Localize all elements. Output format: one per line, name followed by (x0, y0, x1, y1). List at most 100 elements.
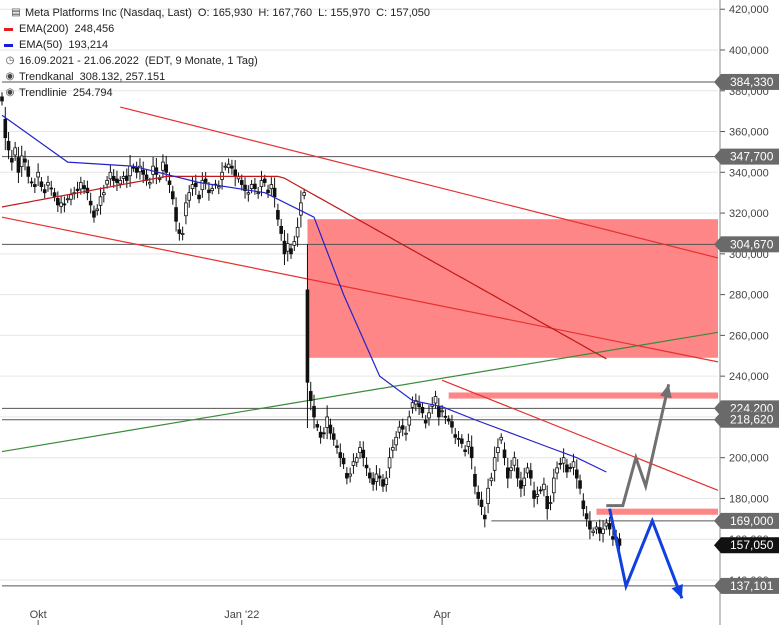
candle-body (417, 403, 421, 408)
ema200-swatch (4, 27, 13, 31)
candle-body (239, 180, 244, 185)
chart-legend: ▤ Meta Platforms Inc (Nasdaq, Last) O: 1… (4, 5, 430, 101)
candle-body (568, 467, 573, 469)
candle-body (10, 158, 14, 163)
candle-body (108, 171, 113, 180)
level-tag-pointer (714, 411, 721, 428)
legend-title-row: ▤ Meta Platforms Inc (Nasdaq, Last) O: 1… (4, 5, 430, 21)
ema200-label: EMA(200) (19, 23, 69, 35)
y-tick-label: 260,000 (729, 330, 769, 342)
moving-averages (1, 114, 607, 473)
ema200-value: 248,456 (74, 23, 115, 35)
candle-body (456, 437, 461, 440)
candle-body (289, 248, 293, 255)
candle-body (391, 447, 395, 451)
candle-body (65, 198, 70, 201)
candle-body (131, 166, 136, 169)
candle-body (42, 189, 47, 194)
candle-body (476, 491, 481, 499)
candle-body (216, 186, 221, 189)
candle-body (95, 208, 100, 212)
chart-type-icon: ▤ (11, 7, 21, 18)
candle-body (200, 180, 205, 191)
candle-body (535, 493, 540, 497)
candle-body (79, 182, 83, 190)
level-tag (721, 73, 779, 90)
candle-body (0, 96, 4, 102)
range-label: 16.09.2021 - 21.06.2022 (19, 55, 139, 67)
level-tag-label: 384,330 (730, 75, 774, 89)
candle-body (92, 210, 96, 218)
trendkanal-label: Trendkanal (19, 71, 74, 83)
trendlinie-value: 254.794 (72, 87, 113, 99)
candle-body (437, 406, 441, 418)
candlesticks (0, 92, 622, 552)
level-tag (721, 148, 779, 165)
candle-body (69, 194, 73, 200)
candle-body (338, 452, 343, 459)
x-tick-label: Apr (434, 609, 451, 621)
candle-body (272, 187, 277, 198)
horizontal-levels (2, 81, 720, 587)
legend-ema200: EMA(200) 248,456 (4, 21, 430, 37)
candle-body (56, 197, 60, 206)
candle-body (525, 467, 530, 474)
candle-body (328, 424, 333, 434)
resistance-zones (307, 219, 718, 515)
candle-body (381, 479, 385, 487)
level-tag-pointer (714, 512, 721, 529)
candle-body (558, 462, 563, 465)
level-tag-label: 137,101 (730, 579, 774, 593)
candle-body (318, 431, 323, 438)
bullish-scenario-arrow-path (606, 383, 671, 508)
trendkanal-value: 308.132, 257.151 (79, 71, 166, 83)
ema50-value: 193,214 (68, 39, 109, 51)
candle-body (190, 184, 195, 190)
candle-body (611, 536, 615, 540)
target-icon: ◉ (5, 71, 15, 82)
candle-body (177, 229, 182, 234)
candle-body (443, 415, 448, 418)
open-value: O: 165,930 (197, 7, 253, 19)
candle-body (414, 400, 418, 405)
level-tag-label: 304,670 (730, 237, 774, 251)
y-tick-label: 180,000 (729, 493, 769, 505)
candle-body (591, 530, 595, 533)
candle-body (98, 196, 103, 206)
candle-body (483, 514, 487, 520)
candle-body (597, 527, 602, 534)
candle-body (450, 421, 454, 428)
range-detail: (EDT, 9 Monate, 1 Tag) (144, 55, 258, 67)
candle-body (427, 412, 431, 419)
candle-body (466, 440, 471, 447)
level-tag-pointer (714, 148, 721, 165)
level-tag (721, 512, 779, 529)
candle-body (170, 191, 175, 200)
candle-body (223, 165, 228, 168)
candle-body (233, 169, 237, 177)
clock-icon: ◷ (5, 55, 15, 66)
candle-body (207, 189, 211, 194)
legend-trendlinie: ◉ Trendlinie 254.794 (4, 85, 430, 101)
candle-body (358, 447, 362, 453)
candle-body (607, 523, 612, 530)
y-tick-label: 200,000 (729, 453, 769, 465)
price-axis: 140,000160,000180,000200,000220,000240,0… (714, 0, 779, 625)
candle-body (88, 200, 93, 206)
x-tick-label: Jan '22 (224, 609, 259, 621)
candle-body (197, 194, 201, 200)
candle-body (502, 449, 507, 459)
level-tag (721, 411, 779, 428)
instrument-title: Meta Platforms Inc (Nasdaq, Last) (25, 7, 192, 19)
candle-body (292, 241, 297, 246)
candle-body (295, 226, 300, 238)
level-tag-label: 347,700 (730, 150, 774, 164)
trendlinie-label: Trendlinie (19, 87, 67, 99)
resistance-zone (596, 508, 718, 515)
candle-body (351, 461, 356, 466)
candle-body (299, 202, 303, 216)
candle-body (19, 155, 24, 167)
candle-body (551, 477, 556, 494)
candle-body (282, 240, 287, 255)
candle-body (285, 243, 290, 252)
